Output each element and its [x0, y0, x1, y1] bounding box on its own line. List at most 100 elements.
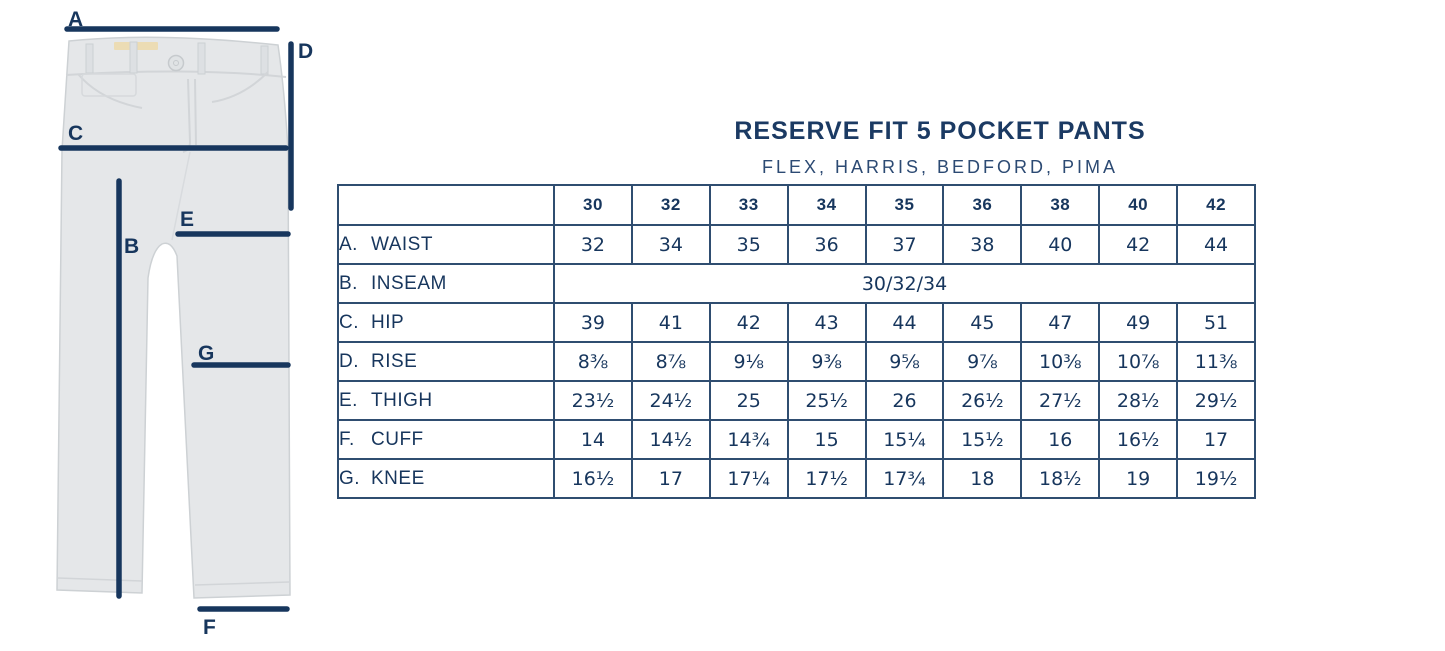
row-label: A. WAIST — [337, 224, 555, 265]
measurement-value-cell: 16 — [1020, 419, 1101, 460]
measurement-value-cell: 27½ — [1020, 380, 1101, 421]
merged-inseam-cell: 30/32/34 — [552, 263, 1257, 304]
measurement-value-cell: 9⅜ — [786, 341, 867, 382]
size-table: 30 32 33 34 35 36 38 40 42 A. WAIST 32 34 35 36 37 38 40… — [337, 184, 1257, 499]
measurement-value-cell: 18½ — [1020, 458, 1101, 499]
measurement-value-cell: 25 — [708, 380, 789, 421]
measurement-row: B. INSEAM 30/32/34 — [337, 263, 1257, 304]
measurement-value-cell: 42 — [708, 302, 789, 343]
measurement-value-cell: 14½ — [630, 419, 711, 460]
measurement-value-cell: 19½ — [1176, 458, 1257, 499]
right-cuff-hem — [194, 581, 290, 586]
waist-button — [167, 54, 185, 72]
measurement-value-cell: 10⅜ — [1020, 341, 1101, 382]
measurement-value-cell: 26 — [864, 380, 945, 421]
header-block: RESERVE FIT 5 POCKET PANTS FLEX, HARRIS,… — [627, 117, 1253, 178]
size-column-header: 34 — [786, 184, 867, 226]
size-column-header: 33 — [708, 184, 789, 226]
measurement-value-cell: 24½ — [630, 380, 711, 421]
measurement-value-cell: 41 — [630, 302, 711, 343]
measurement-value-cell: 37 — [864, 224, 945, 265]
measurement-value-cell: 9⅞ — [942, 341, 1023, 382]
measurement-value-cell: 35 — [708, 224, 789, 265]
row-label: F. CUFF — [337, 419, 555, 460]
measurement-value-cell: 15 — [786, 419, 867, 460]
measurement-value-cell: 26½ — [942, 380, 1023, 421]
measurement-row: C. HIP 39 41 42 43 44 45 47 49 51 — [337, 302, 1257, 343]
measurement-value-cell: 47 — [1020, 302, 1101, 343]
measurement-value-cell: 44 — [864, 302, 945, 343]
marker-a: A — [68, 8, 84, 31]
right-pocket-curve — [211, 71, 269, 103]
size-column-header: 30 — [553, 184, 633, 226]
marker-f: F — [203, 616, 217, 639]
measurement-value-cell: 10⅞ — [1098, 341, 1179, 382]
page-subtitle: FLEX, HARRIS, BEDFORD, PIMA — [761, 157, 1119, 177]
row-label: D. RISE — [337, 341, 555, 382]
measurement-value-cell: 9⅝ — [864, 341, 945, 382]
measurement-value-cell: 15½ — [942, 419, 1023, 460]
measurement-value-cell: 17¾ — [864, 458, 945, 499]
center-seam — [171, 151, 191, 241]
measurement-row: G. KNEE 16½ 17 17¼ 17½ 17¾ 18 18½ 19 19½ — [337, 458, 1257, 499]
marker-e: E — [180, 208, 195, 231]
measurement-value-cell: 44 — [1176, 224, 1257, 265]
measurement-row: A. WAIST 32 34 35 36 37 38 40 42 44 — [337, 224, 1257, 265]
measurement-value-cell: 14¾ — [708, 419, 789, 460]
measurement-value-cell: 43 — [786, 302, 867, 343]
size-column-header: 36 — [942, 184, 1023, 226]
measurement-value-cell: 28½ — [1098, 380, 1179, 421]
marker-b: B — [124, 235, 140, 258]
measurement-value-cell: 8⅜ — [553, 341, 633, 382]
size-column-header: 35 — [864, 184, 945, 226]
measurement-value-cell: 16½ — [553, 458, 633, 499]
row-label: C. HIP — [337, 302, 555, 343]
marker-g: G — [198, 342, 215, 365]
size-column-header: 40 — [1098, 184, 1179, 226]
measurement-value-cell: 45 — [942, 302, 1023, 343]
measurement-row: F. CUFF 14 14½ 14¾ 15 15¼ 15½ 16 16½ 17 — [337, 419, 1257, 460]
measurement-value-cell: 29½ — [1176, 380, 1257, 421]
measurement-row: D. RISE 8⅜ 8⅞ 9⅛ 9⅜ 9⅝ 9⅞ 10⅜ 10⅞ 11⅜ — [337, 341, 1257, 382]
marker-d: D — [298, 40, 314, 63]
header-corner-cell — [337, 184, 555, 226]
page-title: RESERVE FIT 5 POCKET PANTS — [734, 117, 1146, 145]
size-table-body: A. WAIST 32 34 35 36 37 38 40 42 44 B. INSEAM 30/32/3… — [337, 224, 1257, 499]
pants-body — [56, 36, 291, 599]
size-table-wrap: 30 32 33 34 35 36 38 40 42 A. WAIST 32 34 35 36 37 38 40… — [337, 184, 1257, 499]
measurement-value-cell: 39 — [553, 302, 633, 343]
measurement-value-cell: 9⅛ — [708, 341, 789, 382]
measurement-value-cell: 17½ — [786, 458, 867, 499]
coin-pocket — [81, 73, 137, 97]
pants-diagram: A B C D E F G — [0, 0, 330, 651]
measurement-value-cell: 36 — [786, 224, 867, 265]
row-label: E. THIGH — [337, 380, 555, 421]
belt-loop — [85, 43, 94, 74]
measurement-value-cell: 17¼ — [708, 458, 789, 499]
measurement-value-cell: 18 — [942, 458, 1023, 499]
measurement-value-cell: 42 — [1098, 224, 1179, 265]
measurement-value-cell: 23½ — [553, 380, 633, 421]
measurement-value-cell: 19 — [1098, 458, 1179, 499]
belt-loop — [260, 45, 269, 75]
measurement-row: E. THIGH 23½ 24½ 25 25½ 26 26½ 27½ 28½ 29½ — [337, 380, 1257, 421]
belt-loop — [197, 42, 206, 75]
measurement-value-cell: 32 — [553, 224, 633, 265]
size-column-header: 32 — [630, 184, 711, 226]
measurement-value-cell: 38 — [942, 224, 1023, 265]
waist-button-center — [173, 60, 179, 66]
belt-loop — [129, 41, 138, 74]
measurement-value-cell: 34 — [630, 224, 711, 265]
size-column-header: 38 — [1020, 184, 1101, 226]
pants-illustration — [56, 26, 294, 612]
left-cuff-hem — [57, 577, 143, 582]
row-label: B. INSEAM — [337, 263, 555, 304]
row-label: G. KNEE — [337, 458, 555, 499]
measurement-value-cell: 51 — [1176, 302, 1257, 343]
measurement-value-cell: 14 — [553, 419, 633, 460]
measurement-value-cell: 17 — [1176, 419, 1257, 460]
measurement-value-cell: 11⅜ — [1176, 341, 1257, 382]
measurement-value-cell: 40 — [1020, 224, 1101, 265]
measurement-value-cell: 15¼ — [864, 419, 945, 460]
